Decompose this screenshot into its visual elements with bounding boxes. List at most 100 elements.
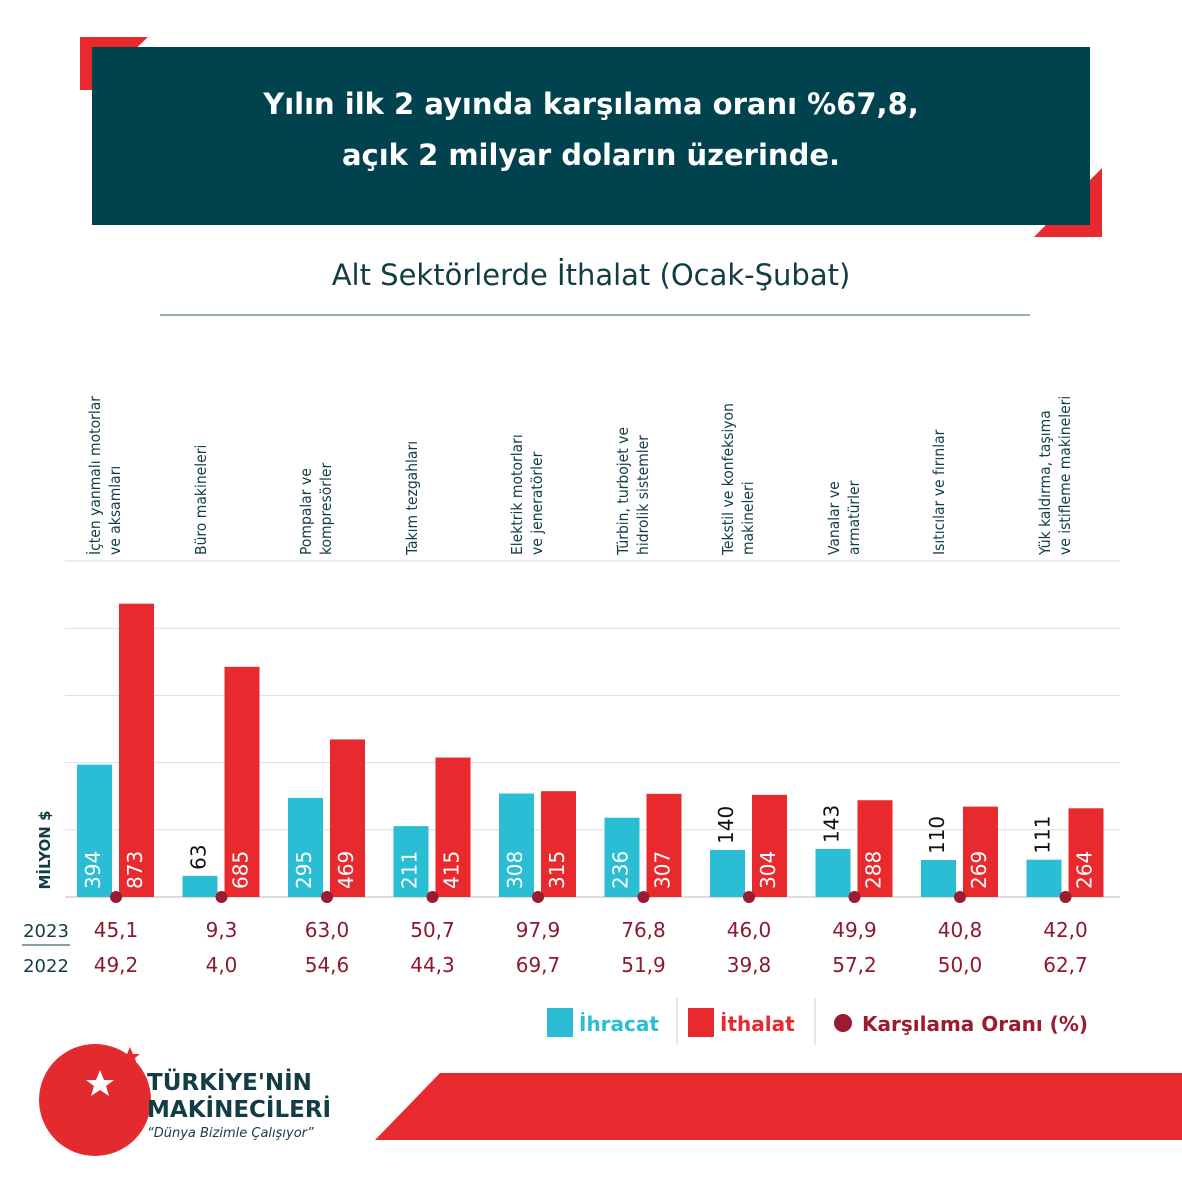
y-axis-label: MİLYON $ xyxy=(35,810,54,889)
bar xyxy=(330,739,365,897)
header-box xyxy=(92,47,1090,225)
legend-label: İthalat xyxy=(720,1012,795,1036)
category-label: Yük kaldırma, taşıma ve istifleme makine… xyxy=(1035,395,1074,555)
ratio-label: 63,0 xyxy=(305,918,350,942)
bar xyxy=(119,603,154,897)
bar xyxy=(393,826,429,897)
bar xyxy=(815,848,851,897)
bar xyxy=(857,800,893,897)
ratio-dot xyxy=(426,891,439,903)
value-label: 211 xyxy=(398,851,422,889)
bar xyxy=(182,875,218,897)
value-label: 111 xyxy=(1031,816,1055,854)
ratio-dot xyxy=(743,891,755,903)
ratio-dot xyxy=(532,891,544,903)
ratio-label: 51,9 xyxy=(621,953,666,977)
ratio-label: 49,2 xyxy=(94,953,139,977)
legend-label: Karşılama Oranı (%) xyxy=(862,1012,1088,1036)
category-label: Vanalar ve armatürler xyxy=(824,480,863,555)
value-label: 415 xyxy=(440,851,464,889)
footer-band xyxy=(375,1073,1182,1140)
category-label: Elektrik motorları ve jeneratörler xyxy=(508,434,546,555)
value-label: 288 xyxy=(862,851,886,889)
ratio-label: 45,1 xyxy=(94,918,139,942)
ratio-dot xyxy=(110,891,122,903)
value-label: 394 xyxy=(81,851,105,889)
ratio-dot xyxy=(1059,891,1072,903)
logo-text: MAKİNECİLERİ xyxy=(147,1095,331,1123)
logo-slogan: “Dünya Bizimle Çalışıyor” xyxy=(147,1126,314,1141)
bar xyxy=(541,791,576,897)
ratio-dot xyxy=(215,891,228,903)
category-label: Isıtıcılar ve fırınlar xyxy=(930,429,948,555)
bar xyxy=(1026,859,1062,897)
legend-swatch xyxy=(834,1014,852,1032)
value-label: 110 xyxy=(925,816,949,854)
ratio-label: 54,6 xyxy=(305,953,350,977)
value-label: 685 xyxy=(229,851,253,889)
ratio-label: 46,0 xyxy=(727,918,772,942)
row-year: 2023 xyxy=(23,921,69,942)
bar xyxy=(288,797,323,897)
ratio-label: 42,0 xyxy=(1043,918,1088,942)
category-label: Tekstil ve konfeksiyon makineleri xyxy=(719,403,757,555)
category-label: Takım tezgahları xyxy=(402,440,421,555)
value-label: 140 xyxy=(714,806,738,844)
bar xyxy=(963,806,998,897)
chart-title: Alt Sektörlerde İthalat (Ocak-Şubat) xyxy=(332,258,851,292)
bar xyxy=(921,860,956,897)
bar xyxy=(435,757,471,897)
ratio-label: 97,9 xyxy=(516,918,561,942)
ratio-label: 44,3 xyxy=(410,953,455,977)
header-line: açık 2 milyar doların üzerinde. xyxy=(342,138,840,172)
header-line: Yılın ilk 2 ayında karşılama oranı %67,8… xyxy=(262,87,919,121)
ratio-dot xyxy=(954,891,966,903)
value-label: 295 xyxy=(292,851,316,889)
legend-swatch xyxy=(688,1008,714,1037)
legend-label: İhracat xyxy=(579,1012,659,1036)
category-label: Büro makineleri xyxy=(191,444,210,555)
ratio-label: 76,8 xyxy=(621,918,666,942)
category-label: Türbin, turbojet ve hidrolik sistemler xyxy=(613,427,652,555)
bar xyxy=(224,666,260,897)
value-label: 143 xyxy=(820,805,844,843)
logo-text: TÜRKİYE'NİN xyxy=(147,1068,312,1096)
bar xyxy=(77,764,112,897)
category-label: Pompalar ve kompresörler xyxy=(297,462,335,555)
ratio-label: 50,7 xyxy=(410,918,455,942)
bar xyxy=(1068,808,1104,897)
bar xyxy=(752,794,787,897)
value-label: 873 xyxy=(123,851,147,889)
value-label: 315 xyxy=(545,851,569,889)
value-label: 264 xyxy=(1073,851,1097,889)
ratio-label: 69,7 xyxy=(516,953,561,977)
category-label: İçten yanmalı motorlar ve aksamları xyxy=(86,395,124,555)
ratio-dot xyxy=(637,891,650,903)
ratio-label: 9,3 xyxy=(206,918,238,942)
value-label: 469 xyxy=(334,851,358,889)
logo-circle xyxy=(39,1044,151,1156)
logo-star xyxy=(86,1070,114,1096)
value-label: 304 xyxy=(756,851,780,889)
ratio-dot xyxy=(321,891,333,903)
bar xyxy=(604,817,640,897)
value-label: 269 xyxy=(967,851,991,889)
value-label: 308 xyxy=(503,851,527,889)
value-label: 307 xyxy=(651,851,675,889)
ratio-dot xyxy=(848,891,861,903)
ratio-label: 62,7 xyxy=(1043,953,1088,977)
ratio-label: 39,8 xyxy=(727,953,772,977)
ratio-label: 40,8 xyxy=(938,918,983,942)
ratio-label: 49,9 xyxy=(832,918,877,942)
value-label: 236 xyxy=(609,851,633,889)
legend-swatch xyxy=(547,1008,573,1037)
bar xyxy=(499,793,534,897)
ratio-label: 4,0 xyxy=(206,953,238,977)
bar xyxy=(710,849,745,897)
row-year: 2022 xyxy=(23,956,69,977)
ratio-label: 50,0 xyxy=(938,953,983,977)
ratio-label: 57,2 xyxy=(832,953,877,977)
logo-star xyxy=(120,1047,140,1065)
bar xyxy=(646,793,682,897)
